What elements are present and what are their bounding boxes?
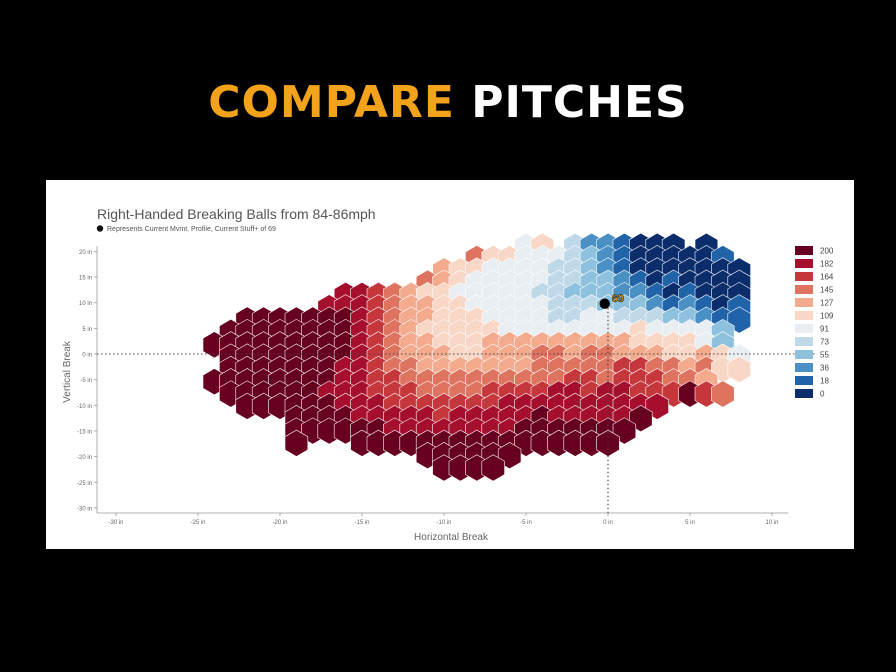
legend-swatch [795,337,813,346]
x-axis-label: Horizontal Break [414,532,489,543]
legend-swatch [795,272,813,281]
x-tick-label: -15 in [354,520,369,526]
legend-swatch [795,376,813,385]
legend-label: 55 [820,351,829,360]
x-tick-label: 5 in [685,520,695,526]
slide-title-accent: COMPARE [208,77,455,128]
hexbin-chart: Right-Handed Breaking Balls from 84-86mp… [62,206,834,543]
legend-label: 182 [820,260,834,269]
legend-label: 18 [820,377,829,386]
legend-swatch [795,311,813,320]
legend-swatch [795,363,813,372]
legend-swatch [795,324,813,333]
y-axis-label: Vertical Break [62,340,73,403]
x-tick-label: 10 in [765,520,778,526]
chart-title: Right-Handed Breaking Balls from 84-86mp… [97,206,376,222]
hex-cell [596,429,620,457]
y-tick-label: 10 in [79,301,92,307]
legend-label: 164 [820,273,834,282]
current-point-label: 69 [612,293,624,305]
legend-swatch [795,285,813,294]
legend-label: 91 [820,325,829,334]
legend-swatch [795,246,813,255]
y-tick-label: -25 in [77,481,92,487]
current-point-marker: 69 [599,293,624,309]
y-tick-label: 20 in [79,250,92,256]
legend-label: 0 [820,390,825,399]
legend-swatch [795,389,813,398]
y-tick-label: 15 in [79,276,92,282]
hex-cell [711,380,735,408]
y-tick-label: 0 in [82,353,92,359]
legend-label: 73 [820,338,829,347]
legend-swatch [795,350,813,359]
hex-cells [202,232,751,482]
x-tick-label: -25 in [190,520,205,526]
legend-swatch [795,298,813,307]
subtitle-dot [96,225,104,232]
y-tick-label: -10 in [77,404,92,410]
y-tick-label: -5 in [80,378,92,384]
chart-panel: Right-Handed Breaking Balls from 84-86mp… [46,180,854,549]
hex-cell [284,429,309,457]
legend-label: 145 [820,286,834,295]
x-tick-label: 0 in [603,520,613,526]
legend-label: 36 [820,364,829,373]
x-tick-label: -20 in [272,520,287,526]
legend: 200 182 164 145 127 109 91 73 55 36 18 0 [795,246,834,399]
y-tick-label: -30 in [77,506,92,512]
x-tick-label: -5 in [520,520,532,526]
legend-label: 127 [820,299,834,308]
y-tick-label: -15 in [77,429,92,435]
hex-cell [481,454,505,482]
chart-subtitle: Represents Current Mvmt. Profile, Curren… [107,226,276,233]
x-tick-label: -10 in [436,520,451,526]
current-point-dot [599,298,610,309]
axes: 20 in 15 in 10 in 5 in 0 in -5 in -10 in -15 in… [77,246,789,526]
legend-swatch [795,259,813,268]
y-tick-label: -20 in [77,455,92,461]
reference-lines [97,303,817,514]
legend-label: 200 [820,247,834,256]
x-tick-label: -30 in [108,520,123,526]
slide-title: COMPARE PITCHES [0,76,896,130]
y-tick-label: 5 in [82,327,92,333]
slide-title-rest: PITCHES [471,77,688,128]
legend-label: 109 [820,312,834,321]
hex-cell [727,355,751,383]
